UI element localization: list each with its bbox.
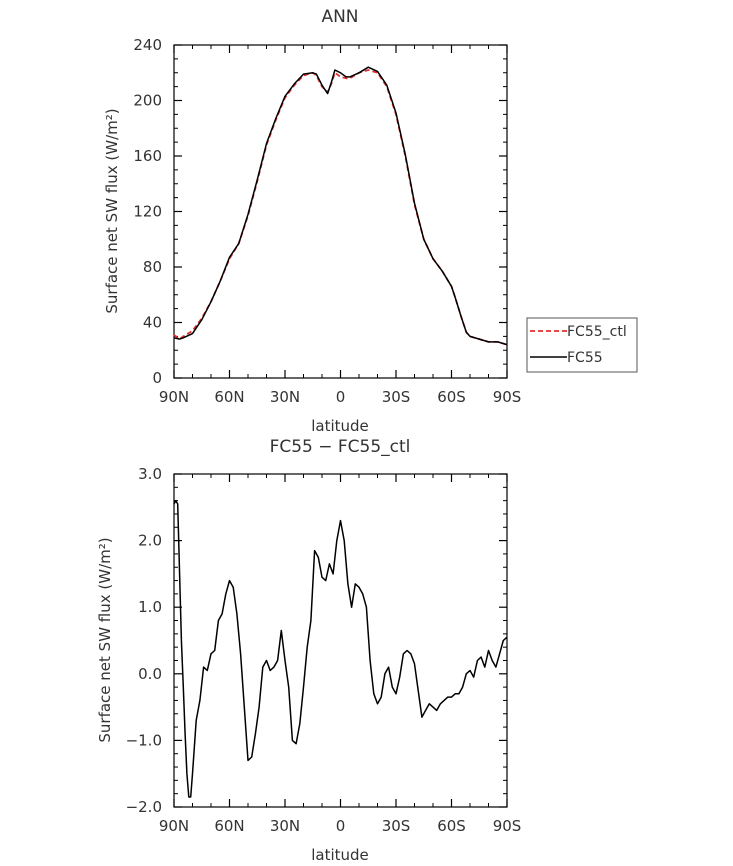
y-tick-label: 0 xyxy=(152,369,162,387)
x-tick-label: 90N xyxy=(159,388,189,406)
x-tick-label: 0 xyxy=(336,388,346,406)
y-tick-label: 80 xyxy=(143,258,162,276)
bottom-y-ticks: −2.0 −1.0 0.0 1.0 2.0 3.0 xyxy=(126,465,507,816)
bottom-chart-title: FC55 − FC55_ctl xyxy=(270,437,411,457)
y-tick-label: 1.0 xyxy=(138,598,162,616)
series-line-fc55 xyxy=(173,66,508,346)
x-tick-label: 90S xyxy=(493,388,522,406)
top-y-ticks: 0 40 80 120 160 200 240 xyxy=(133,36,507,387)
x-tick-label: 30N xyxy=(270,388,300,406)
bottom-x-axis-label: latitude xyxy=(311,846,369,864)
y-tick-label: 2.0 xyxy=(138,532,162,550)
y-tick-label: 160 xyxy=(133,147,162,165)
top-x-ticks: 90N 60N 30N 0 30S 60S 90S xyxy=(159,45,521,406)
y-tick-label: 240 xyxy=(133,36,162,54)
x-tick-label: 60S xyxy=(437,817,466,835)
y-tick-label: −1.0 xyxy=(126,731,162,749)
y-tick-label: 0.0 xyxy=(138,665,162,683)
legend-box xyxy=(526,317,638,373)
bottom-y-axis-label: Surface net SW flux (W/m²) xyxy=(96,537,114,742)
top-series-lines xyxy=(173,66,508,346)
x-tick-label: 60N xyxy=(214,817,244,835)
legend-label-ctl: FC55_ctl xyxy=(567,324,627,340)
x-tick-label: 0 xyxy=(336,817,346,835)
y-tick-label: 3.0 xyxy=(138,465,162,483)
x-tick-label: 90N xyxy=(159,817,189,835)
top-y-axis-label: Surface net SW flux (W/m²) xyxy=(103,108,121,313)
x-tick-label: 30S xyxy=(382,388,411,406)
y-tick-label: −2.0 xyxy=(126,798,162,816)
x-tick-label: 90S xyxy=(493,817,522,835)
series-line-difference xyxy=(173,499,508,798)
x-tick-label: 60N xyxy=(214,388,244,406)
bottom-x-ticks: 90N 60N 30N 0 30S 60S 90S xyxy=(159,474,521,835)
y-tick-label: 200 xyxy=(133,92,162,110)
top-x-axis-label: latitude xyxy=(311,417,369,435)
y-tick-label: 120 xyxy=(133,203,162,221)
y-tick-label: 40 xyxy=(143,314,162,332)
x-tick-label: 60S xyxy=(437,388,466,406)
bottom-panel: FC55 − FC55_ctl −2.0 −1.0 0.0 1.0 2.0 3.0 90N… xyxy=(96,437,521,864)
x-tick-label: 30N xyxy=(270,817,300,835)
top-chart-title: ANN xyxy=(321,7,358,27)
x-tick-label: 30S xyxy=(382,817,411,835)
bottom-series-lines xyxy=(173,499,508,798)
top-plot-frame xyxy=(173,44,508,379)
legend: FC55_ctl FC55 xyxy=(526,317,638,373)
legend-label-fc55: FC55 xyxy=(567,350,603,366)
